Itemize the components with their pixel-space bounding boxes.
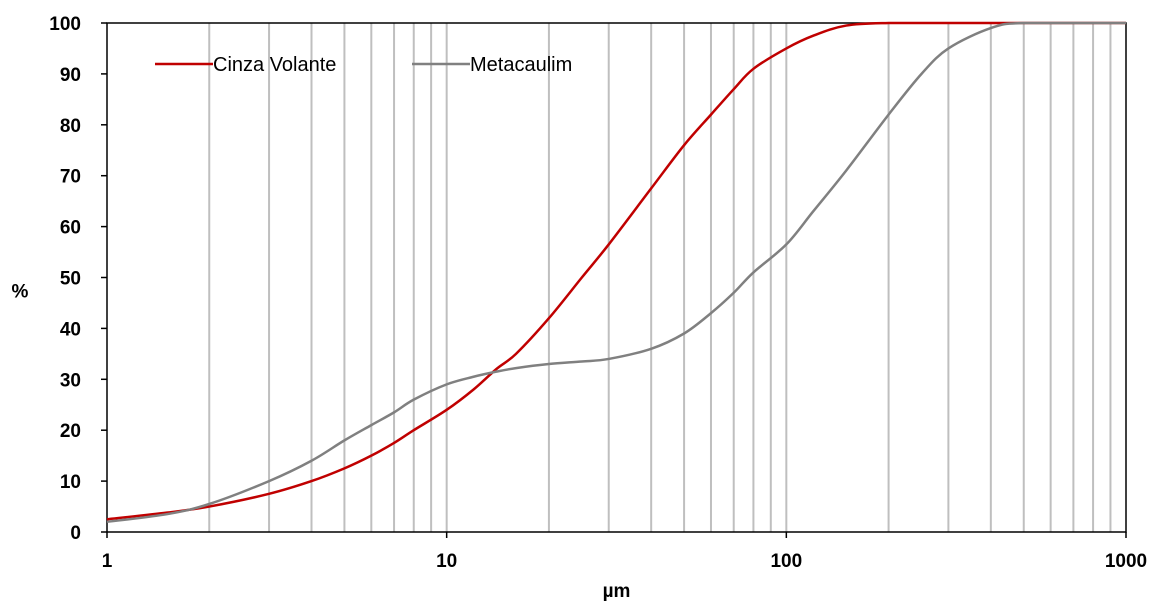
series-line-1 xyxy=(106,21,1126,521)
series-line-2 xyxy=(106,21,1126,524)
y-tick-label: 90 xyxy=(60,65,81,86)
x-tick-label: 100 xyxy=(770,551,802,572)
legend-label-2: Metacaulim xyxy=(470,54,572,76)
y-tick-label: 30 xyxy=(60,370,81,391)
y-axis-label: % xyxy=(12,282,29,303)
y-tick-label: 20 xyxy=(60,421,81,442)
x-tick-label: 1000 xyxy=(1105,551,1147,572)
x-axis-label: µm xyxy=(603,581,631,602)
y-tick-label: 100 xyxy=(49,14,81,35)
y-axis-ticks: 0 10 20 30 40 50 60 70 80 90 100 xyxy=(49,14,107,544)
grid-lines xyxy=(208,23,1112,532)
y-tick-label: 50 xyxy=(60,269,81,290)
y-tick-label: 40 xyxy=(60,319,81,340)
y-tick-label: 60 xyxy=(60,218,81,239)
y-tick-label: 70 xyxy=(60,167,81,188)
series-lines xyxy=(106,21,1126,524)
plot-area-frame xyxy=(106,22,1127,533)
y-tick-label: 80 xyxy=(60,116,81,137)
x-tick-label: 10 xyxy=(436,551,457,572)
legend-label-1: Cinza Volante xyxy=(213,54,336,76)
y-tick-label: 10 xyxy=(60,472,81,493)
legend: Cinza Volante Metacaulim xyxy=(155,54,572,76)
x-axis-ticks: 1 10 100 1000 xyxy=(102,532,1147,572)
x-tick-label: 1 xyxy=(102,551,113,572)
y-tick-label: 0 xyxy=(70,523,81,544)
